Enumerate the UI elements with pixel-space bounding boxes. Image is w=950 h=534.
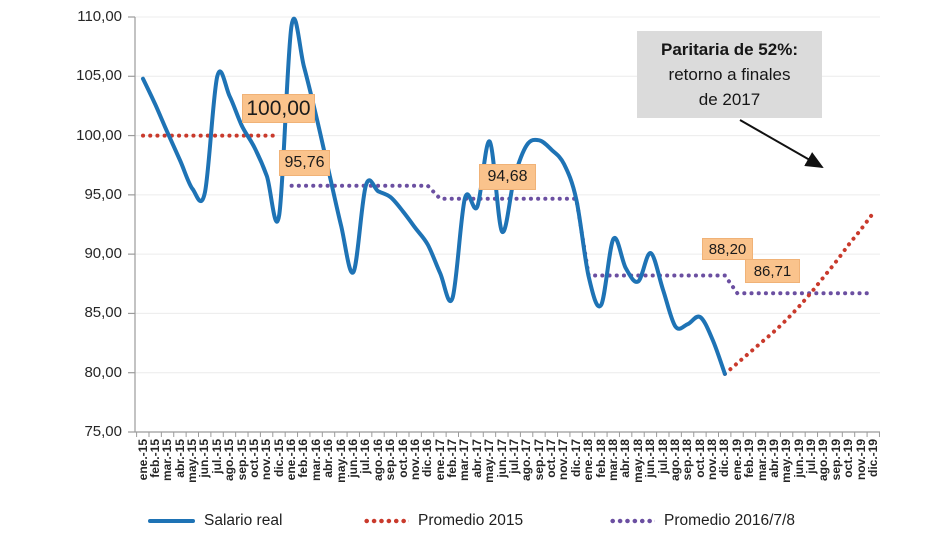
value-label-box: 86,71 [745,259,800,283]
y-tick-label: 95,00 [84,185,122,203]
axes [128,16,880,437]
legend-label: Promedio 2016/7/8 [664,512,795,529]
y-tick-label: 75,00 [84,423,122,440]
value-label-box: 88,20 [702,238,753,260]
annotation-arrow [739,119,824,168]
y-tick-label: 100,00 [76,126,122,144]
legend-label: Promedio 2015 [418,512,524,529]
annotation-line-3: de 2017 [698,90,761,109]
annotation-line-1: Paritaria de 52%: [660,40,798,59]
legend-swatch-red-dots [363,518,409,524]
series-salario-real [141,16,727,376]
y-tick-label: 110,00 [77,8,122,25]
annotation-line-2: retorno a finales [668,65,791,84]
legend-swatch-purple-dots [609,518,655,524]
annotation-box: Paritaria de 52%: retorno a finales de 2… [637,31,822,118]
y-tick-label: 105,00 [76,67,122,85]
value-label-box: 100,00 [242,94,315,123]
y-tick-label: 85,00 [84,304,122,322]
legend-item-promedio-2015: Promedio 2015 [363,512,523,530]
legend-item-salario-real: Salario real [148,512,282,530]
value-label-box: 95,76 [279,150,330,176]
x-tick-label: dic.-19 [865,439,880,478]
legend-item-promedio-2016-7-8: Promedio 2016/7/8 [609,512,795,530]
y-tick-label: 80,00 [84,363,122,381]
series-promedio-2015 [141,133,876,376]
legend-label: Salario real [204,512,283,529]
y-tick-label: 90,00 [84,245,122,263]
value-label-box: 94,68 [479,164,536,190]
legend-swatch-solid-line [148,519,195,523]
